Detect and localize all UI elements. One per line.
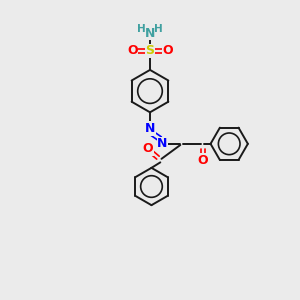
Text: O: O bbox=[127, 44, 138, 57]
Text: O: O bbox=[142, 142, 153, 155]
Text: O: O bbox=[162, 44, 173, 57]
Text: H: H bbox=[154, 24, 163, 34]
Text: N: N bbox=[157, 137, 168, 150]
Text: O: O bbox=[197, 154, 208, 166]
Text: S: S bbox=[146, 44, 154, 57]
Text: N: N bbox=[145, 27, 155, 40]
Text: H: H bbox=[137, 24, 146, 34]
Text: N: N bbox=[145, 122, 155, 135]
